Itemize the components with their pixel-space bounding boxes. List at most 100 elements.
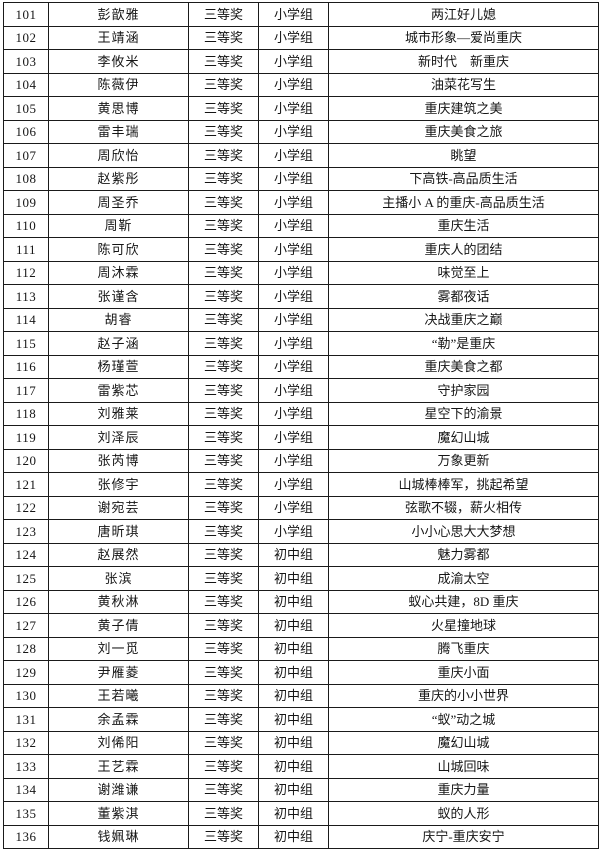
cell-name: 张滨 — [48, 566, 189, 591]
cell-work-title: 雾都夜话 — [328, 284, 599, 309]
cell-award: 三等奖 — [188, 730, 259, 755]
table-row: 136 钱姵琳 三等奖 初中组 庆宁-重庆安宁 — [3, 824, 599, 849]
table-row: 125 张滨 三等奖 初中组 成渝太空 — [3, 566, 599, 591]
cell-name: 刘泽辰 — [48, 425, 189, 450]
cell-group: 小学组 — [258, 119, 329, 144]
cell-name: 雷紫芯 — [48, 378, 189, 403]
cell-rank: 106 — [3, 119, 49, 144]
cell-award: 三等奖 — [188, 589, 259, 614]
cell-rank: 101 — [3, 2, 49, 27]
table-row: 117 雷紫芯 三等奖 小学组 守护家园 — [3, 378, 599, 403]
cell-award: 三等奖 — [188, 378, 259, 403]
table-row: 105 黄思博 三等奖 小学组 重庆建筑之美 — [3, 96, 599, 121]
cell-name: 刘一觅 — [48, 636, 189, 661]
table-row: 113 张谨含 三等奖 小学组 雾都夜话 — [3, 284, 599, 309]
cell-name: 雷丰瑞 — [48, 119, 189, 144]
table-row: 115 赵子涵 三等奖 小学组 “勒”是重庆 — [3, 331, 599, 356]
cell-group: 小学组 — [258, 284, 329, 309]
cell-group: 小学组 — [258, 190, 329, 215]
cell-group: 初中组 — [258, 542, 329, 567]
cell-award: 三等奖 — [188, 72, 259, 97]
cell-work-title: 蚁心共建，8D 重庆 — [328, 589, 599, 614]
table-row: 134 谢潍谦 三等奖 初中组 重庆力量 — [3, 777, 599, 802]
table-row: 129 尹雁菱 三等奖 初中组 重庆小面 — [3, 660, 599, 685]
cell-group: 小学组 — [258, 472, 329, 497]
cell-rank: 129 — [3, 660, 49, 685]
table-row: 106 雷丰瑞 三等奖 小学组 重庆美食之旅 — [3, 119, 599, 144]
cell-name: 尹雁菱 — [48, 660, 189, 685]
cell-rank: 136 — [3, 824, 49, 849]
cell-award: 三等奖 — [188, 260, 259, 285]
cell-rank: 116 — [3, 354, 49, 379]
cell-award: 三等奖 — [188, 519, 259, 544]
cell-name: 董紫淇 — [48, 801, 189, 826]
cell-work-title: 蚁的人形 — [328, 801, 599, 826]
cell-award: 三等奖 — [188, 2, 259, 27]
cell-name: 赵展然 — [48, 542, 189, 567]
table-row: 108 赵紫彤 三等奖 小学组 下高铁-高品质生活 — [3, 166, 599, 191]
cell-rank: 128 — [3, 636, 49, 661]
cell-award: 三等奖 — [188, 401, 259, 426]
cell-group: 小学组 — [258, 166, 329, 191]
cell-rank: 122 — [3, 495, 49, 520]
cell-award: 三等奖 — [188, 824, 259, 849]
cell-rank: 113 — [3, 284, 49, 309]
table-row: 131 余孟霖 三等奖 初中组 “蚁”动之城 — [3, 707, 599, 732]
cell-work-title: 腾飞重庆 — [328, 636, 599, 661]
cell-group: 小学组 — [258, 378, 329, 403]
cell-group: 小学组 — [258, 495, 329, 520]
table-row: 110 周靳 三等奖 小学组 重庆生活 — [3, 213, 599, 238]
cell-rank: 120 — [3, 448, 49, 473]
table-row: 119 刘泽辰 三等奖 小学组 魔幻山城 — [3, 425, 599, 450]
cell-rank: 104 — [3, 72, 49, 97]
table-row: 121 张修宇 三等奖 小学组 山城棒棒军，挑起希望 — [3, 472, 599, 497]
cell-rank: 108 — [3, 166, 49, 191]
table-row: 109 周圣乔 三等奖 小学组 主播小 A 的重庆-高品质生活 — [3, 190, 599, 215]
cell-group: 初中组 — [258, 707, 329, 732]
cell-award: 三等奖 — [188, 777, 259, 802]
cell-work-title: 两江好儿媳 — [328, 2, 599, 27]
cell-name: 王若曦 — [48, 683, 189, 708]
cell-name: 王艺霖 — [48, 754, 189, 779]
cell-award: 三等奖 — [188, 636, 259, 661]
cell-rank: 103 — [3, 49, 49, 74]
cell-name: 钱姵琳 — [48, 824, 189, 849]
cell-award: 三等奖 — [188, 143, 259, 168]
cell-name: 张芮博 — [48, 448, 189, 473]
cell-name: 黄子倩 — [48, 613, 189, 638]
table-row: 126 黄秋淋 三等奖 初中组 蚁心共建，8D 重庆 — [3, 589, 599, 614]
cell-award: 三等奖 — [188, 354, 259, 379]
cell-rank: 107 — [3, 143, 49, 168]
cell-award: 三等奖 — [188, 542, 259, 567]
cell-work-title: “蚁”动之城 — [328, 707, 599, 732]
cell-group: 小学组 — [258, 425, 329, 450]
cell-rank: 102 — [3, 25, 49, 50]
cell-work-title: 庆宁-重庆安宁 — [328, 824, 599, 849]
cell-work-title: 弦歌不辍，薪火相传 — [328, 495, 599, 520]
cell-work-title: 星空下的渝景 — [328, 401, 599, 426]
cell-rank: 118 — [3, 401, 49, 426]
table-row: 104 陈薇伊 三等奖 小学组 油菜花写生 — [3, 72, 599, 97]
table-row: 135 董紫淇 三等奖 初中组 蚁的人形 — [3, 801, 599, 826]
cell-group: 小学组 — [258, 307, 329, 332]
cell-award: 三等奖 — [188, 166, 259, 191]
cell-work-title: 重庆美食之旅 — [328, 119, 599, 144]
cell-award: 三等奖 — [188, 25, 259, 50]
cell-name: 周圣乔 — [48, 190, 189, 215]
cell-work-title: 山城回味 — [328, 754, 599, 779]
cell-name: 余孟霖 — [48, 707, 189, 732]
cell-rank: 123 — [3, 519, 49, 544]
cell-work-title: 重庆人的团结 — [328, 237, 599, 262]
cell-name: 黄秋淋 — [48, 589, 189, 614]
cell-award: 三等奖 — [188, 448, 259, 473]
cell-group: 初中组 — [258, 683, 329, 708]
cell-award: 三等奖 — [188, 307, 259, 332]
cell-award: 三等奖 — [188, 495, 259, 520]
table-row: 114 胡睿 三等奖 小学组 决战重庆之巅 — [3, 307, 599, 332]
cell-name: 唐昕琪 — [48, 519, 189, 544]
table-row: 133 王艺霖 三等奖 初中组 山城回味 — [3, 754, 599, 779]
cell-rank: 130 — [3, 683, 49, 708]
cell-work-title: 万象更新 — [328, 448, 599, 473]
table-row: 132 刘俙阳 三等奖 初中组 魔幻山城 — [3, 730, 599, 755]
cell-award: 三等奖 — [188, 613, 259, 638]
